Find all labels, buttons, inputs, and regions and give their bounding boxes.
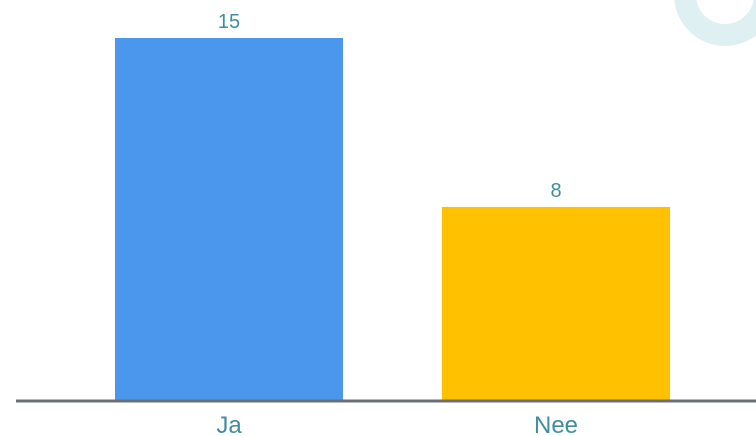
bar-ja xyxy=(115,38,343,400)
data-label-ja: 15 xyxy=(218,11,240,33)
x-tick-label-ja: Ja xyxy=(216,412,242,436)
data-label-nee: 8 xyxy=(550,180,561,202)
x-tick-labels-layer: Ja Nee xyxy=(216,412,578,436)
data-labels-layer: 15 8 xyxy=(218,11,562,202)
bars-layer xyxy=(115,38,670,400)
x-tick-label-nee: Nee xyxy=(534,412,578,436)
decorative-ring xyxy=(674,0,756,46)
bar-nee xyxy=(442,206,670,400)
